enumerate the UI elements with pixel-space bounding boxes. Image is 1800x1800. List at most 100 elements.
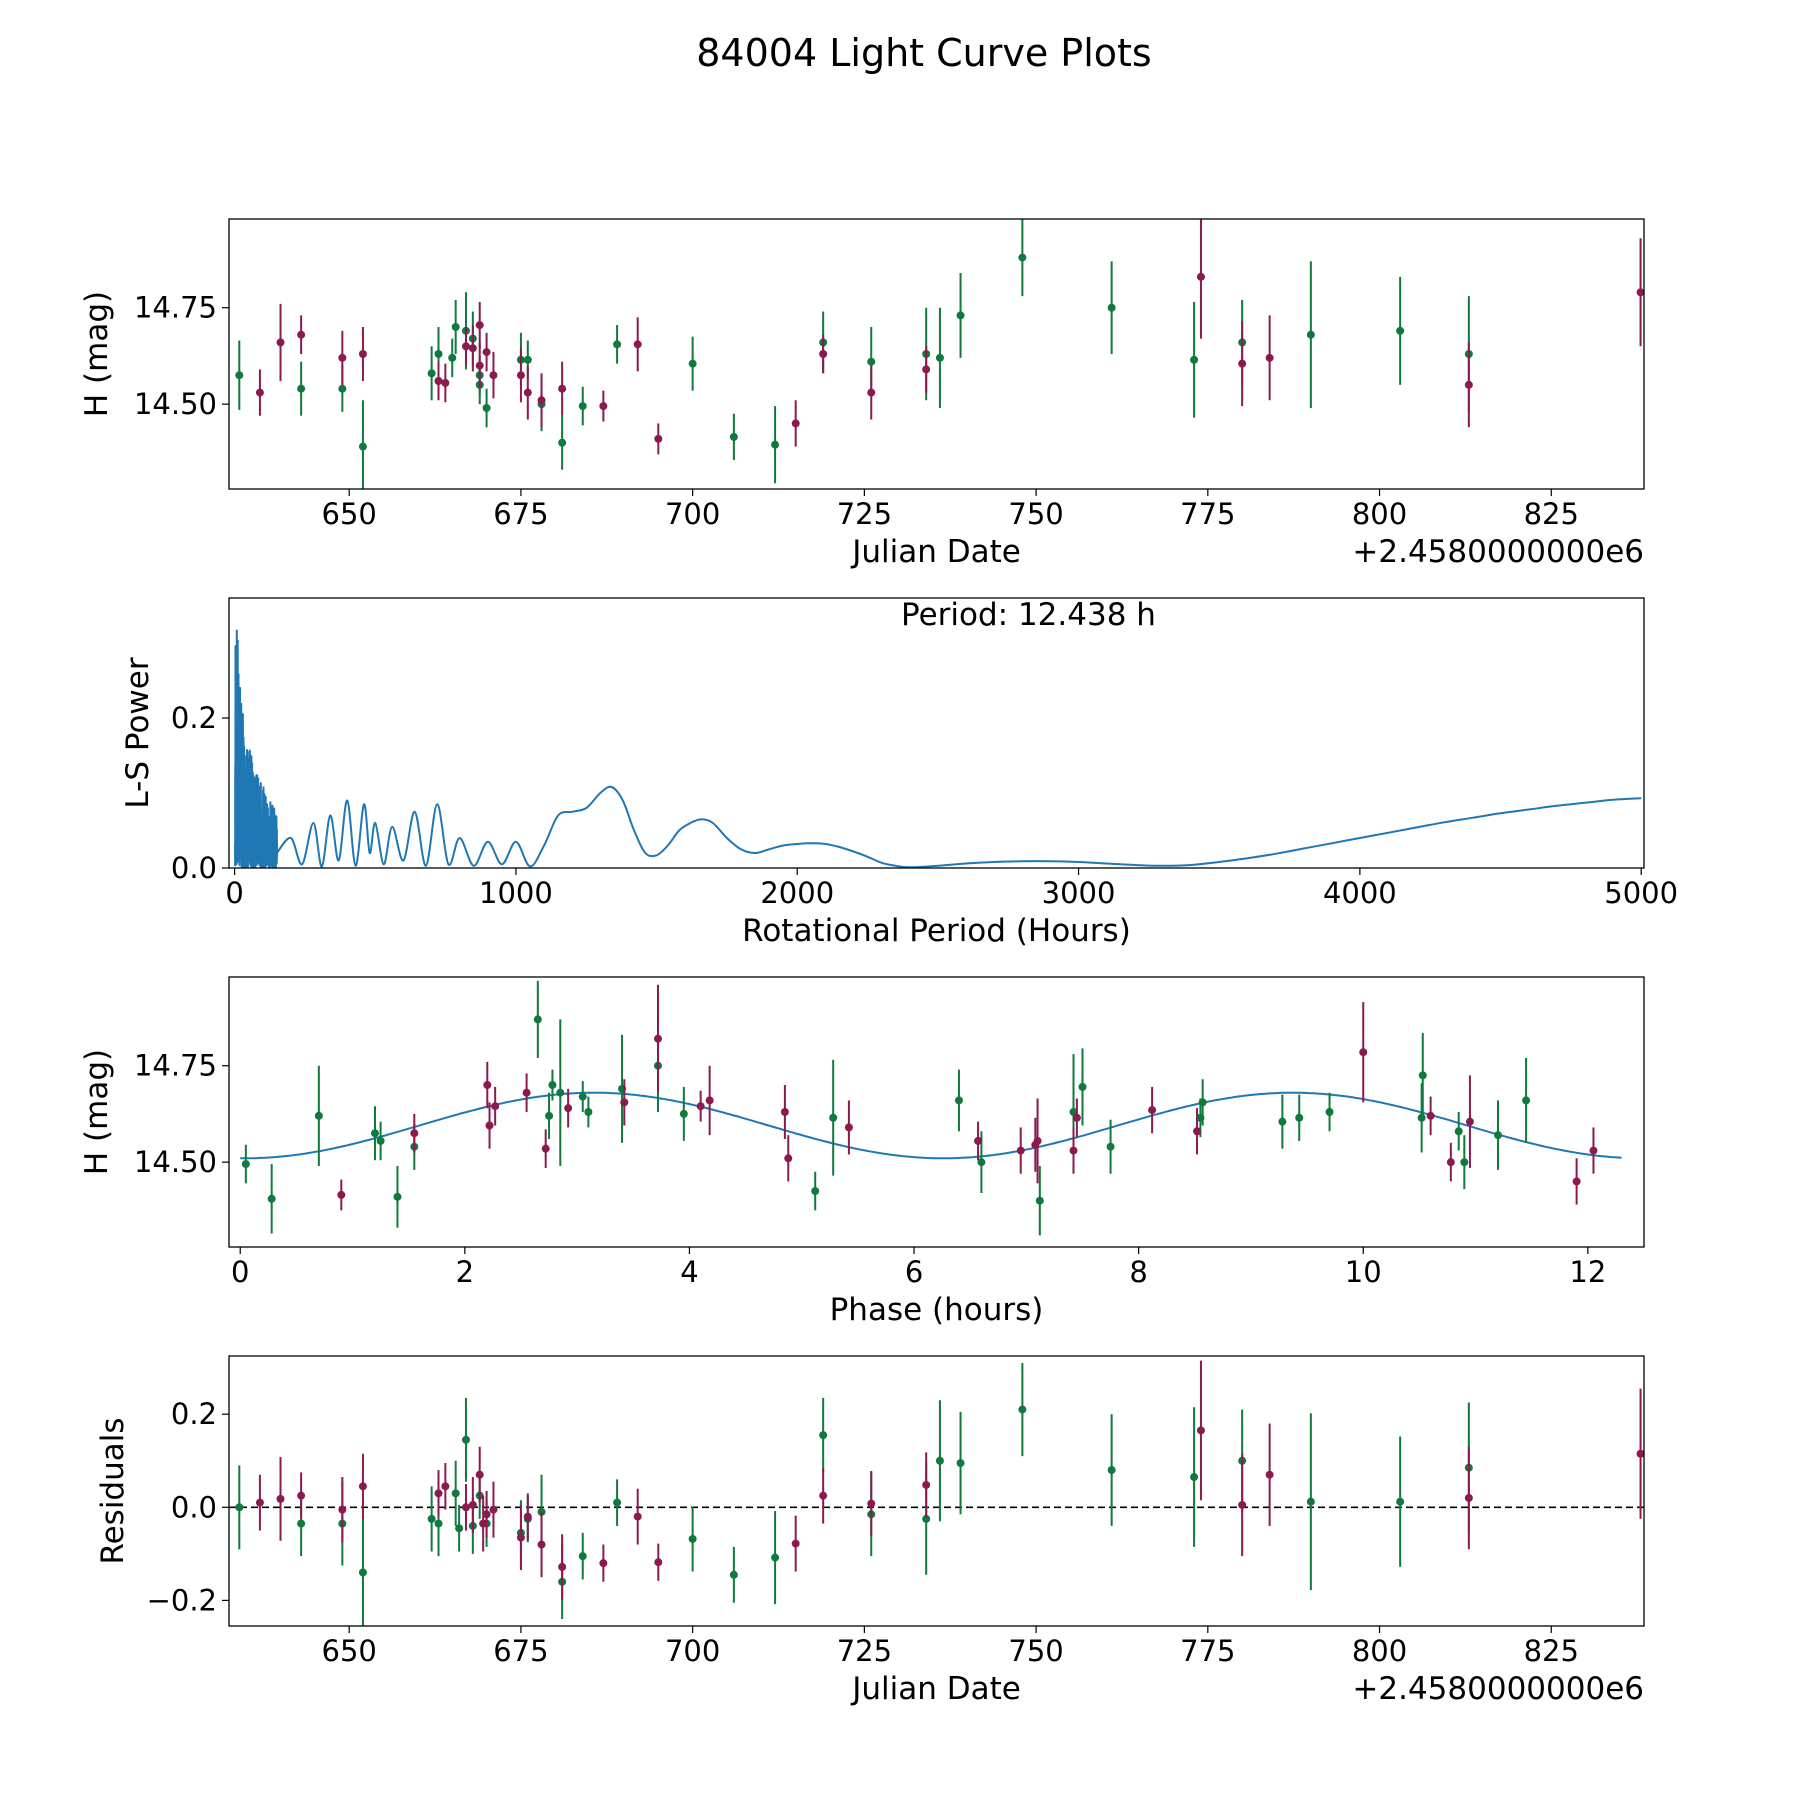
x-tick-label: 1000	[479, 876, 553, 910]
x-tick-label: 800	[1352, 497, 1407, 531]
data-point	[1018, 253, 1027, 262]
x-axis-label: Julian Date	[850, 1671, 1021, 1707]
data-point	[468, 344, 477, 353]
data-point	[541, 1144, 550, 1153]
y-axis-label: H (mag)	[79, 291, 115, 417]
data-point	[376, 1136, 385, 1145]
data-point	[434, 1519, 443, 1528]
data-point	[537, 1540, 546, 1549]
y-tick-label: 14.75	[134, 1049, 217, 1083]
data-point	[620, 1098, 629, 1107]
data-point	[358, 350, 367, 358]
data-point	[564, 1104, 573, 1113]
data-point	[1069, 1108, 1078, 1116]
data-point	[771, 440, 780, 449]
data-point	[451, 1489, 460, 1498]
data-point	[829, 1113, 838, 1122]
data-point	[537, 396, 546, 405]
data-point	[1306, 330, 1315, 339]
y-tick-label: 0.2	[171, 701, 217, 735]
data-point	[922, 1514, 931, 1523]
x-tick-label: 800	[1352, 1634, 1407, 1668]
x-offset-text: +2.4580000000e6	[1352, 534, 1644, 570]
data-point	[578, 1552, 587, 1561]
data-point	[1464, 380, 1473, 389]
data-point	[633, 340, 642, 349]
x-tick-label: 700	[665, 497, 720, 531]
lightcurve-plot-area	[235, 219, 1644, 489]
data-point	[358, 442, 367, 451]
series-green	[235, 1362, 1473, 1626]
data-point	[705, 1096, 714, 1105]
series-maroon	[255, 1360, 1644, 1600]
data-point	[482, 348, 491, 357]
x-tick-label: 750	[1008, 1634, 1063, 1668]
series-green	[235, 219, 1473, 489]
axes-frame	[228, 218, 1645, 490]
data-point	[441, 378, 450, 387]
data-point	[235, 371, 244, 380]
data-point	[1148, 1106, 1157, 1115]
data-point	[1016, 1146, 1025, 1155]
data-point	[1465, 1117, 1474, 1126]
y-tick-label: 0.0	[171, 851, 217, 885]
data-point	[1522, 1096, 1531, 1105]
data-point	[784, 1154, 793, 1163]
x-tick-label: 675	[493, 497, 548, 531]
data-point	[633, 1512, 642, 1521]
data-point	[922, 1480, 931, 1489]
x-axis-label: Rotational Period (Hours)	[742, 913, 1131, 949]
data-point	[523, 388, 532, 397]
data-point	[688, 359, 697, 368]
axes-frame	[228, 976, 1645, 1248]
data-point	[613, 340, 622, 349]
y-axis-label: Residuals	[95, 1417, 131, 1564]
lightcurve-panel: 650 675 700 725 750 775 800 825 14.50 14.75 Julian…	[79, 218, 1645, 570]
data-point	[455, 1524, 464, 1533]
x-axis-label: Phase (hours)	[830, 1292, 1044, 1328]
x-tick-label: 700	[665, 1634, 720, 1668]
data-point	[358, 1568, 367, 1577]
data-point	[867, 388, 876, 397]
x-tick-label: 725	[837, 497, 892, 531]
data-point	[337, 1190, 346, 1199]
data-point	[297, 1491, 306, 1500]
axes-frame	[228, 1355, 1645, 1627]
series-maroon	[255, 219, 1644, 455]
data-point	[393, 1192, 402, 1201]
y-tick-label: −0.2	[147, 1583, 217, 1617]
data-point	[516, 371, 525, 380]
data-point	[1035, 1196, 1044, 1205]
data-point	[434, 350, 443, 358]
data-point	[954, 1096, 963, 1105]
data-point	[338, 353, 347, 362]
x-tick-label: 3000	[1042, 876, 1116, 910]
x-tick-label: 750	[1008, 497, 1063, 531]
data-point	[1396, 326, 1405, 335]
data-point	[688, 1534, 697, 1543]
data-point	[482, 404, 491, 412]
model-fit-curve	[240, 1091, 1622, 1160]
data-point	[1238, 1500, 1247, 1509]
data-point	[977, 1158, 986, 1167]
ls-power-curve	[233, 629, 1642, 868]
data-point	[522, 1088, 531, 1097]
data-point	[255, 388, 264, 397]
data-point	[1069, 1146, 1078, 1155]
data-point	[448, 353, 457, 362]
data-point	[235, 1503, 244, 1512]
data-point	[461, 1435, 470, 1444]
x-tick-label: 825	[1524, 497, 1579, 531]
data-point	[922, 365, 931, 374]
data-point	[461, 342, 470, 351]
data-point	[267, 1194, 276, 1203]
data-point	[523, 1512, 532, 1521]
data-point	[1464, 1493, 1473, 1502]
data-point	[1636, 288, 1644, 297]
data-point	[867, 357, 876, 366]
x-tick-label: 12	[1569, 1255, 1606, 1289]
data-point	[475, 1470, 484, 1479]
y-tick-label: 0.2	[171, 1397, 217, 1431]
y-tick-label: 14.50	[134, 387, 217, 421]
